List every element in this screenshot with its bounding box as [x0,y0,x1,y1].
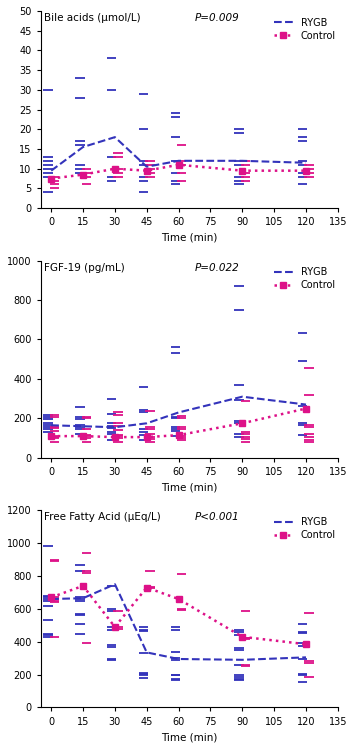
Text: Bile acids (μmol/L): Bile acids (μmol/L) [44,13,140,23]
Legend: RYGB, Control: RYGB, Control [274,18,336,40]
X-axis label: Time (min): Time (min) [161,732,217,742]
X-axis label: Time (min): Time (min) [161,482,217,492]
Legend: RYGB, Control: RYGB, Control [274,267,336,291]
Text: P=0.009: P=0.009 [195,13,240,23]
X-axis label: Time (min): Time (min) [161,233,217,243]
Legend: RYGB, Control: RYGB, Control [274,517,336,540]
Text: FGF-19 (pg/mL): FGF-19 (pg/mL) [44,263,124,273]
Text: P<0.001: P<0.001 [195,512,240,522]
Text: P=0.022: P=0.022 [195,263,240,273]
Text: Free Fatty Acid (μEq/L): Free Fatty Acid (μEq/L) [44,512,160,522]
